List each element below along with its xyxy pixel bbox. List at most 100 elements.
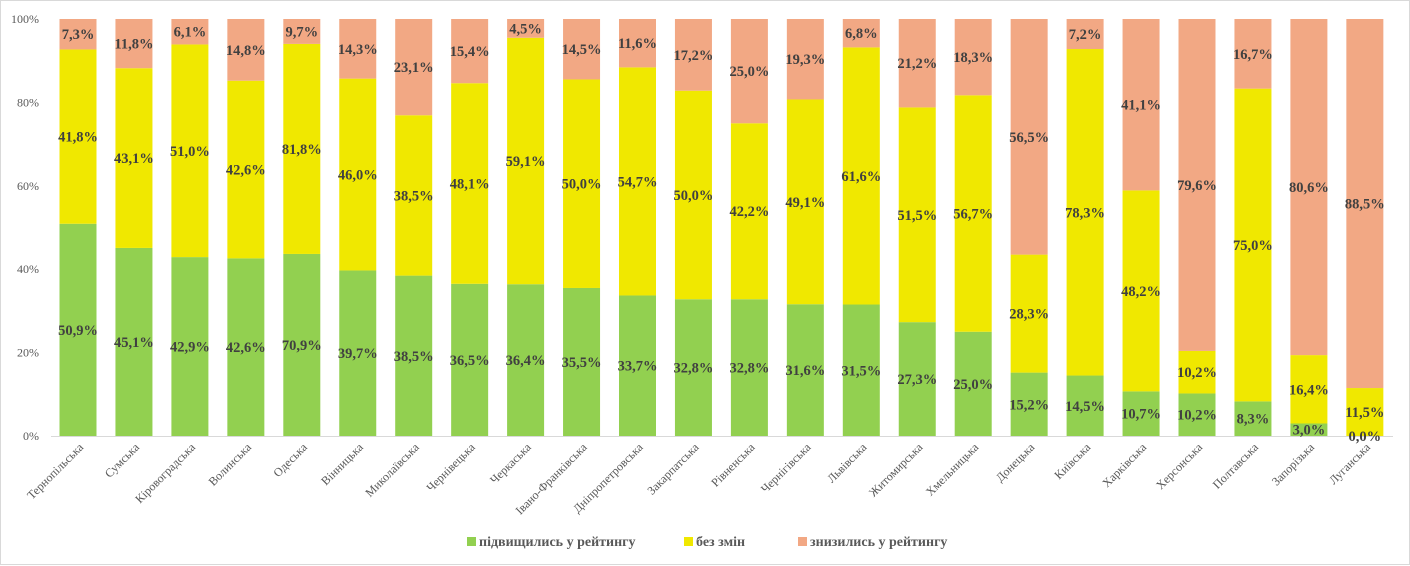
bar-stack <box>1290 19 1328 436</box>
bar-stack <box>1066 19 1104 436</box>
data-label: 10,2% <box>1177 408 1217 424</box>
y-axis: 0% 20% 40% 60% 80% 100% <box>11 12 39 443</box>
x-tick-label: Полтавська <box>1210 440 1262 492</box>
data-label: 41,1% <box>1121 98 1161 114</box>
bar-segment <box>730 123 768 300</box>
data-label: 19,3% <box>785 52 825 68</box>
bar-segment <box>227 80 265 259</box>
data-label: 46,0% <box>338 168 378 184</box>
bar-segment <box>1234 19 1272 89</box>
y-tick-label: 60% <box>17 179 39 193</box>
bar-segment <box>619 295 656 436</box>
bar-segment <box>395 275 433 436</box>
data-label: 59,1% <box>506 154 546 170</box>
data-label: 78,3% <box>1065 205 1105 221</box>
x-tick-label: Донецька <box>993 440 1038 485</box>
bar-stack <box>842 19 880 436</box>
data-label: 8,3% <box>1237 412 1270 428</box>
bar-stack <box>507 19 545 436</box>
data-label: 61,6% <box>841 169 881 185</box>
data-label: 41,8% <box>58 130 98 146</box>
data-label: 49,1% <box>785 195 825 211</box>
data-label: 14,5% <box>562 42 602 58</box>
data-label: 80,6% <box>1289 180 1329 196</box>
bar-segment <box>898 19 936 108</box>
data-label: 16,4% <box>1289 382 1329 398</box>
bar-segment <box>1346 388 1384 436</box>
x-tick-label: Миколаївська <box>362 440 422 500</box>
bar-segment <box>1066 49 1104 376</box>
bar-stack <box>395 19 433 436</box>
x-tick-label: Одеська <box>270 440 310 480</box>
bar-segment <box>59 19 97 50</box>
data-label: 81,8% <box>282 142 322 158</box>
data-label: 10,2% <box>1177 365 1217 381</box>
y-tick-label: 80% <box>17 95 39 109</box>
bar-segment <box>227 19 265 81</box>
bar-segment <box>730 299 768 436</box>
bar-segment <box>619 19 656 68</box>
data-label: 88,5% <box>1345 197 1385 213</box>
data-label: 14,3% <box>338 42 378 58</box>
data-label: 38,5% <box>394 349 434 365</box>
bar-segment <box>563 19 601 80</box>
bar-segment <box>171 44 209 258</box>
bar-segment <box>59 49 97 224</box>
data-label: 50,9% <box>58 323 98 339</box>
data-label: 39,7% <box>338 346 378 362</box>
bar-segment <box>339 19 377 79</box>
bar-segment <box>898 107 936 323</box>
bar-stack <box>283 19 321 436</box>
data-label: 4,5% <box>509 21 542 37</box>
x-tick-label: Житомирська <box>866 440 926 500</box>
data-label: 18,3% <box>953 50 993 66</box>
data-label: 70,9% <box>282 338 322 354</box>
y-tick-label: 40% <box>17 262 39 276</box>
bar-segment <box>619 67 656 296</box>
bar-segment <box>283 43 321 254</box>
bar-segment <box>451 83 489 284</box>
bar-stack <box>1010 19 1048 436</box>
bar-segment <box>451 19 489 84</box>
bar-segment <box>563 79 601 288</box>
legend-item: підвищились у рейтингу <box>467 535 636 550</box>
data-label: 42,2% <box>729 204 769 220</box>
bar-stack <box>1122 19 1160 436</box>
data-label: 3,0% <box>1293 423 1326 439</box>
bar-segment <box>730 19 768 124</box>
bar-segment <box>786 19 824 100</box>
legend-label: підвищились у рейтингу <box>479 535 636 550</box>
bar-stack <box>115 19 153 436</box>
bar-segment <box>1290 19 1328 356</box>
data-label: 21,2% <box>897 56 937 72</box>
bar-segment <box>1010 254 1048 373</box>
bar-segment <box>171 19 209 45</box>
data-label: 11,6% <box>618 36 657 52</box>
bar-segment <box>227 258 265 436</box>
data-label: 51,5% <box>897 208 937 224</box>
data-label: 9,7% <box>285 24 318 40</box>
legend-swatch <box>684 537 693 546</box>
bar-segment <box>954 95 992 332</box>
bar-segment <box>1178 393 1216 436</box>
data-label: 11,8% <box>114 37 153 53</box>
bar-segment <box>507 37 545 285</box>
bar-segment <box>1010 19 1048 255</box>
data-label: 27,3% <box>897 372 937 388</box>
data-label: 48,1% <box>450 177 490 193</box>
bar-segment <box>1122 391 1160 436</box>
data-label: 36,5% <box>450 353 490 369</box>
bar-segment <box>339 270 377 436</box>
bar-segment <box>842 304 880 436</box>
bar-segment <box>674 90 712 300</box>
data-label: 75,0% <box>1233 238 1273 254</box>
data-labels: 50,9% 41,8% 7,3% 45,1% 43,1% 11,8% 42,9% 51,0% 6… <box>58 21 1385 445</box>
data-label: 42,6% <box>226 163 266 179</box>
bar-stack <box>619 19 656 436</box>
data-label: 23,1% <box>394 60 434 76</box>
bar-segment <box>954 331 992 436</box>
data-label: 25,0% <box>729 64 769 80</box>
bar-segment <box>115 19 153 69</box>
bar-segment <box>1178 350 1216 394</box>
